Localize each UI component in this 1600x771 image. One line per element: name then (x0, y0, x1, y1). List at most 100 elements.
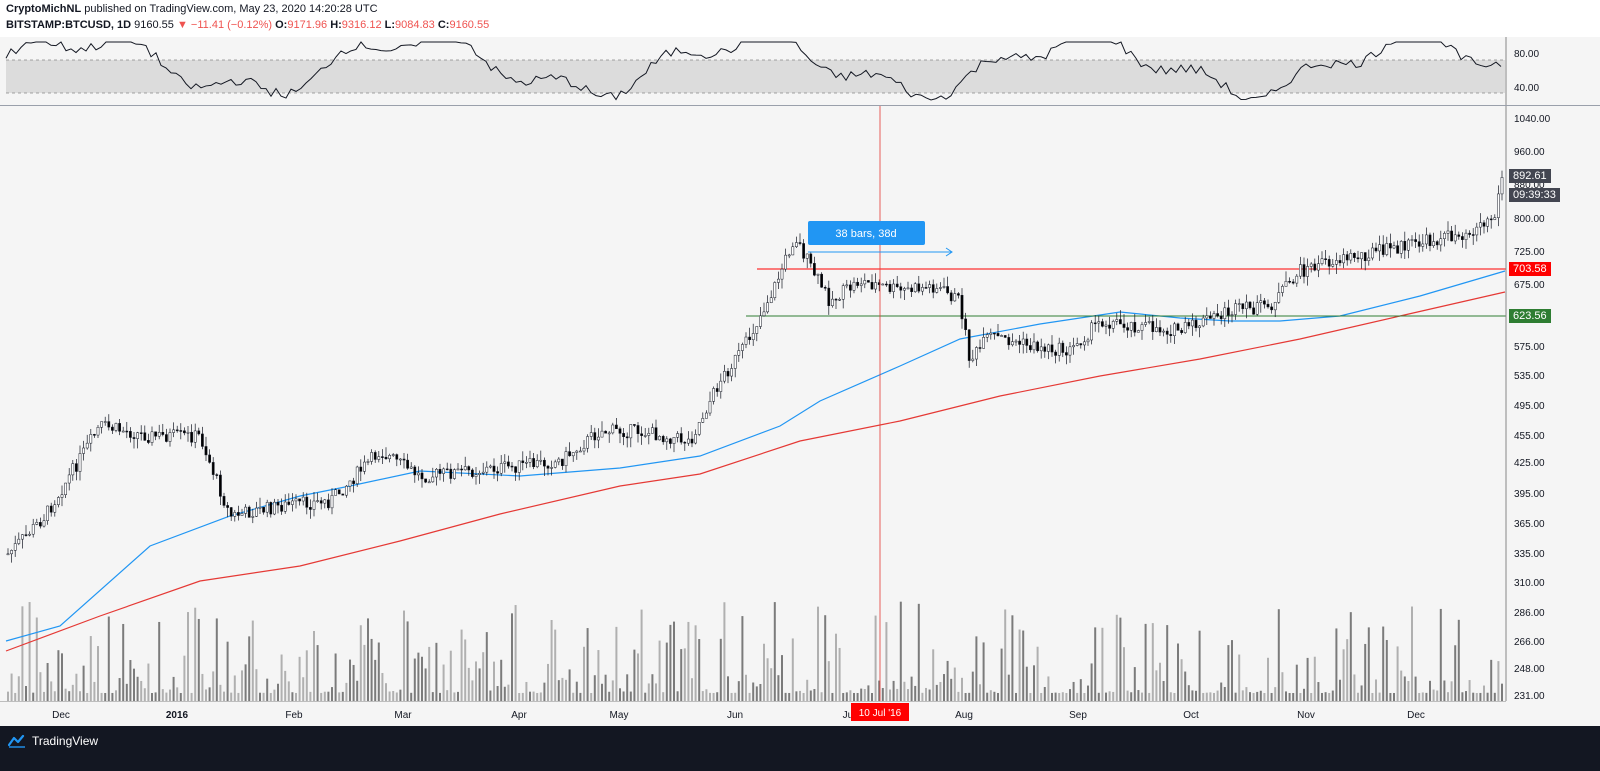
candle-body (492, 465, 496, 472)
price-tick: 365.00 (1514, 519, 1545, 530)
candle-body (28, 533, 31, 536)
candle-body (373, 452, 377, 460)
candle-body (1065, 352, 1068, 356)
candle-body (780, 268, 784, 280)
volume-bar (1418, 692, 1421, 701)
candle-body (1468, 232, 1471, 235)
volume-bar (53, 691, 56, 701)
volume-bar (1187, 685, 1190, 701)
volume-bar (1475, 692, 1478, 701)
volume-bar (1047, 676, 1050, 701)
volume-bar (262, 692, 265, 701)
volume-bar (259, 692, 261, 701)
volume-bar (10, 673, 13, 701)
candle-body (863, 280, 867, 285)
volume-bar (831, 692, 834, 701)
time-label: Jun (727, 710, 743, 721)
candle-body (1191, 319, 1194, 327)
candle-body (1201, 317, 1205, 327)
volume-bar (334, 653, 337, 701)
candle-body (1014, 340, 1018, 343)
candle-body (795, 242, 798, 247)
volume-bar (565, 679, 567, 701)
volume-bar (201, 673, 204, 701)
candle-body (143, 432, 147, 441)
candle-body (287, 501, 291, 505)
candle-body (355, 466, 359, 484)
pane-separator[interactable] (0, 105, 1600, 106)
measure-arrow-icon (945, 247, 953, 257)
time-axis[interactable]: Dec 2016 Feb Mar Apr May Jun Jul Aug Sep… (0, 700, 1600, 726)
volume-bar (1205, 692, 1208, 701)
volume-bar (421, 656, 423, 701)
volume-bar (1220, 682, 1223, 701)
candle-body (478, 473, 481, 475)
candle-body (856, 281, 859, 286)
volume-bar (489, 690, 492, 701)
candle-body (1036, 341, 1039, 352)
symbol-label[interactable]: BITSTAMP:BTCUSD, 1D (6, 19, 132, 31)
volume-bar (305, 650, 308, 701)
candle-body (363, 461, 366, 472)
candle-body (1363, 252, 1367, 261)
volume-bar (129, 660, 132, 701)
volume-bar (773, 602, 776, 701)
volume-bar (370, 638, 373, 701)
volume-bar (100, 692, 103, 701)
candle-body (384, 456, 388, 460)
price-axis[interactable]: 1040.00 960.00 880.00 800.00 725.00 675.… (1514, 114, 1551, 702)
volume-bar (32, 692, 35, 701)
candle-body (730, 368, 733, 377)
price-pane[interactable]: 38 bars, 38d 1040.00 960.00 880.00 800.0… (0, 106, 1600, 726)
volume-bar (1342, 649, 1345, 701)
candle-body (499, 463, 503, 474)
volume-bar (979, 684, 981, 701)
volume-bar (925, 687, 927, 701)
volume-bar (439, 692, 441, 701)
volume-bar (43, 691, 45, 701)
volume-bar (518, 692, 521, 701)
candle-body (31, 524, 35, 535)
volume-bar (1227, 645, 1230, 701)
rsi-pane[interactable]: 80.00 40.00 (0, 37, 1600, 105)
volume-bar (626, 674, 629, 701)
volume-bar (35, 617, 38, 701)
volume-bar (892, 680, 895, 701)
candle-body (93, 434, 96, 436)
candle-body (1320, 258, 1324, 264)
candle-body (179, 430, 183, 432)
tradingview-brand[interactable]: TradingView (8, 734, 98, 748)
volume-bar (190, 692, 193, 701)
volume-bar (928, 689, 931, 701)
candle-body (1425, 234, 1428, 245)
volume-bar (799, 690, 801, 701)
candle-body (1374, 247, 1378, 252)
candle-body (640, 433, 643, 436)
candle-body (64, 482, 67, 495)
volume-bar (989, 690, 992, 701)
volume-bar (1490, 659, 1493, 701)
candle-body (1482, 222, 1486, 227)
volume-bar (230, 692, 233, 701)
publisher-name[interactable]: CryptoMichNL (6, 3, 82, 15)
candle-body (669, 438, 672, 444)
volume-bar (61, 653, 63, 701)
volume-bar (154, 692, 157, 701)
candle-body (301, 496, 305, 502)
candle-body (219, 474, 222, 497)
candle-body (1407, 239, 1410, 251)
candle-body (687, 438, 690, 444)
volume-bar (377, 642, 380, 701)
volume-bar (223, 691, 225, 701)
candle-body (1252, 307, 1255, 315)
candle-body (885, 283, 888, 286)
volume-bar (86, 692, 89, 701)
volume-bar (388, 691, 391, 701)
volume-bar (1295, 664, 1298, 701)
candle-body (1493, 217, 1497, 220)
volume-bar (1267, 657, 1269, 701)
measure-box[interactable] (808, 221, 925, 245)
volume-bar (716, 692, 719, 701)
time-label: 2016 (166, 710, 189, 721)
candle-body (1086, 339, 1090, 343)
